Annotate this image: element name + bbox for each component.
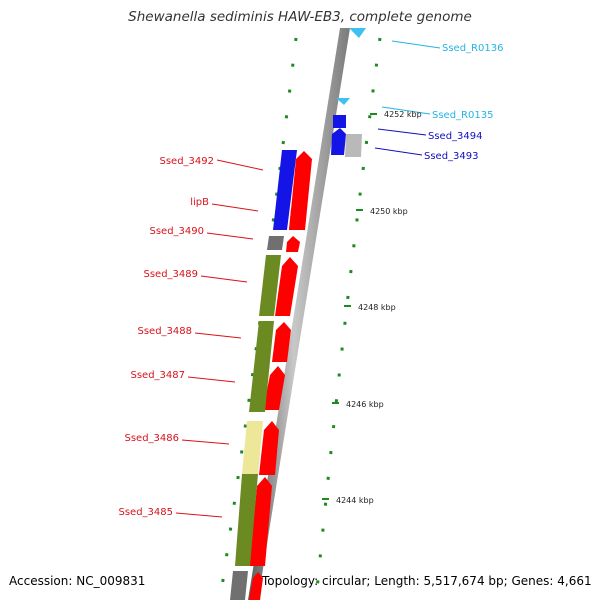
leader-lipb xyxy=(211,203,259,212)
leader-ssed-3492 xyxy=(216,159,264,171)
gene-ssed-3486-forward[interactable] xyxy=(259,421,279,475)
gene-ssed-3485-forward[interactable] xyxy=(249,477,272,566)
gene-ssed-3486[interactable] xyxy=(242,421,263,474)
topology-text: Topology: circular; Length: 5,517,674 bp… xyxy=(262,574,592,588)
leader-ssed-r0135 xyxy=(381,106,431,115)
gene-ssed-3494[interactable] xyxy=(333,115,346,128)
gene-ssed-3493[interactable] xyxy=(345,134,362,157)
leader-ssed-r0136 xyxy=(391,40,441,49)
gene-ssed-3490-forward[interactable] xyxy=(286,236,300,252)
gene-ssed-3490[interactable] xyxy=(267,236,284,250)
leader-ssed-3494 xyxy=(377,128,427,136)
label-ssed-3494[interactable]: Ssed_3494 xyxy=(428,131,483,142)
gene-partial-forward[interactable] xyxy=(249,572,263,600)
rna-feature-ssed-r0136[interactable] xyxy=(349,28,366,38)
gene-ssed-3494-b[interactable] xyxy=(331,128,346,155)
leader-ssed-3489 xyxy=(200,275,248,283)
label-ssed-3489[interactable]: Ssed_3489 xyxy=(143,269,198,280)
label-ssed-3485[interactable]: Ssed_3485 xyxy=(118,507,173,518)
leader-ssed-3487 xyxy=(187,376,236,383)
label-ssed-3488[interactable]: Ssed_3488 xyxy=(137,326,192,337)
rna-feature-ssed-r0135[interactable] xyxy=(336,98,350,105)
label-ssed-r0135[interactable]: Ssed_R0135 xyxy=(432,110,493,121)
map-title: Shewanella sediminis HAW-EB3, complete g… xyxy=(128,9,472,25)
scale-label-4248: 4248 kbp xyxy=(358,303,396,312)
gene-ssed-3489-forward[interactable] xyxy=(275,257,298,316)
leader-ssed-3490 xyxy=(206,232,254,240)
gene-ssed-3488-forward[interactable] xyxy=(272,322,291,362)
leader-ssed-3488 xyxy=(194,332,242,339)
leader-ssed-3486 xyxy=(181,439,230,445)
label-ssed-3490[interactable]: Ssed_3490 xyxy=(149,226,204,237)
gene-partial-reverse[interactable] xyxy=(230,571,248,600)
gene-lipb-forward[interactable] xyxy=(289,200,306,230)
gene-ssed-3489[interactable] xyxy=(259,255,281,316)
scale-label-4252: 4252 kbp xyxy=(384,110,422,119)
scale-label-4250: 4250 kbp xyxy=(370,207,408,216)
gene-ssed-3488[interactable] xyxy=(249,321,274,412)
label-ssed-3492[interactable]: Ssed_3492 xyxy=(159,156,214,167)
gene-ssed-3485[interactable] xyxy=(235,474,258,566)
accession-text: Accession: NC_009831 xyxy=(9,574,146,588)
gene-ssed-3492[interactable] xyxy=(273,150,297,230)
leader-ssed-3493 xyxy=(374,147,423,156)
label-ssed-3487[interactable]: Ssed_3487 xyxy=(130,370,185,381)
leader-ssed-3485 xyxy=(175,512,223,518)
scale-label-4244: 4244 kbp xyxy=(336,496,374,505)
gene-ssed-3487-forward[interactable] xyxy=(263,366,285,410)
label-ssed-3486[interactable]: Ssed_3486 xyxy=(124,433,179,444)
label-lipb[interactable]: lipB xyxy=(190,197,209,208)
scale-label-4246: 4246 kbp xyxy=(346,400,384,409)
label-ssed-r0136[interactable]: Ssed_R0136 xyxy=(442,43,503,54)
label-ssed-3493[interactable]: Ssed_3493 xyxy=(424,151,479,162)
